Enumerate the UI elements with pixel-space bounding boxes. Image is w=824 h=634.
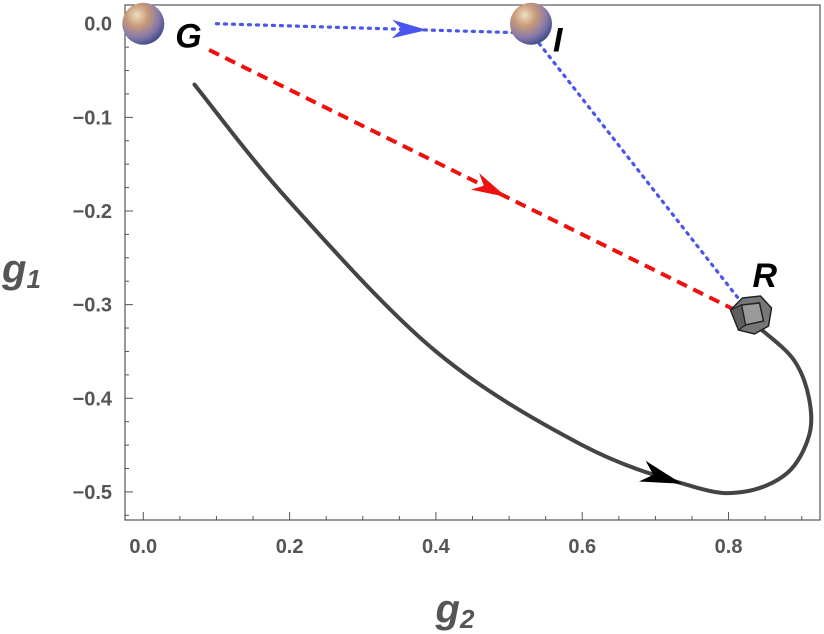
- x-tick-label: 0.6: [568, 536, 596, 558]
- x-axis-title: g2: [435, 587, 475, 634]
- axis-ticks: 0.0 0.2 0.4 0.6 0.8 0.0 −0.1 −0.2 −0.3 −0.4 −0.5: [73, 14, 803, 558]
- y-axis-title-sub: 1: [26, 264, 40, 294]
- point-label-i: I: [553, 22, 564, 60]
- dotted-arrowhead: [391, 19, 428, 39]
- solid-arrowhead: [638, 460, 682, 484]
- y-tick-label: −0.4: [73, 388, 113, 410]
- points-layer: G I R: [122, 2, 778, 335]
- x-axis-title-main: g: [435, 587, 460, 631]
- point-label-g: G: [175, 18, 201, 56]
- y-tick-label: −0.1: [73, 107, 112, 129]
- x-tick-label: 0.2: [276, 536, 304, 558]
- series-layer: [192, 19, 814, 496]
- y-axis-title: g1: [1, 247, 41, 294]
- dashed-path: [208, 48, 745, 316]
- x-tick-label: 0.4: [422, 536, 451, 558]
- sphere-marker-g: [122, 2, 165, 45]
- y-tick-label: −0.2: [73, 201, 112, 223]
- x-tick-label: 0.8: [715, 536, 743, 558]
- x-tick-label: 0.0: [129, 536, 157, 558]
- polyhedron-marker-r: [729, 295, 773, 335]
- sphere-marker-i: [510, 2, 553, 45]
- polyhedron-side: [729, 304, 747, 331]
- plot-frame: [124, 4, 821, 521]
- dashed-arrowhead: [470, 173, 507, 198]
- y-tick-label: −0.5: [73, 482, 112, 504]
- solid-trajectory: [192, 82, 814, 496]
- x-axis-title-sub: 2: [459, 604, 475, 634]
- y-axis-title-main: g: [1, 247, 26, 291]
- point-label-r: R: [753, 257, 778, 295]
- y-tick-label: −0.3: [73, 295, 112, 317]
- dotted-path: [214, 22, 745, 307]
- y-tick-label: 0.0: [84, 14, 112, 36]
